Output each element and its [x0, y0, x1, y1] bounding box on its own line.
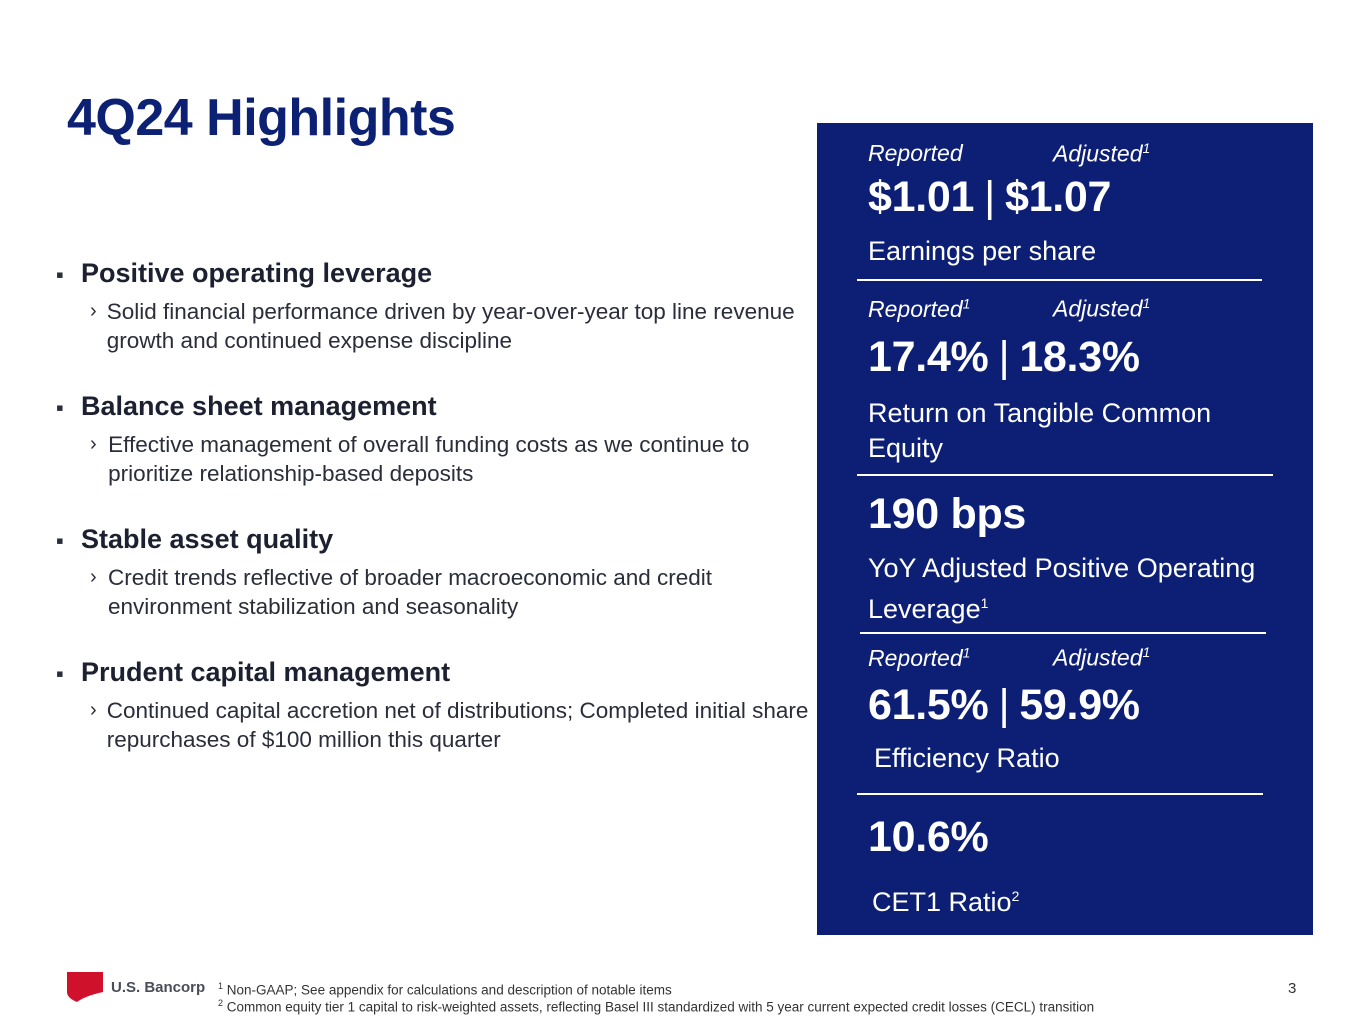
- page-number: 3: [1288, 980, 1297, 997]
- footnote-2: 2 Common equity tier 1 capital to risk-w…: [218, 998, 1095, 1015]
- bullet-detail: Effective management of overall funding …: [108, 432, 750, 486]
- bullet-title: Stable asset quality: [81, 524, 334, 554]
- bullet-title: Prudent capital management: [81, 657, 451, 687]
- reported-label: Reported: [868, 140, 963, 166]
- efficiency-values: 61.5% | 59.9%: [868, 681, 1140, 729]
- bullet-detail: Credit trends reflective of broader macr…: [108, 565, 713, 619]
- list-item: ▪ Positive operating leverage › Solid fi…: [56, 258, 816, 355]
- efficiency-adjusted-value: 59.9%: [1019, 681, 1140, 729]
- square-bullet-icon: ▪: [56, 395, 64, 420]
- leverage-value: 190 bps: [868, 490, 1027, 538]
- bullet-title: Balance sheet management: [81, 391, 437, 421]
- divider: [860, 632, 1266, 634]
- rotce-reported-value: 17.4%: [868, 333, 989, 381]
- chevron-right-icon: ›: [90, 433, 97, 455]
- shield-logo-icon: [67, 972, 103, 1002]
- rotce-labels: Reported1 Adjusted1: [868, 295, 1150, 323]
- bullet-detail: Solid financial performance driven by ye…: [106, 299, 795, 353]
- reported-label: Reported1: [868, 644, 971, 671]
- eps-values: $1.01 | $1.07: [868, 173, 1112, 221]
- eps-labels: Reported Adjusted1: [868, 140, 1150, 167]
- divider: [857, 793, 1263, 795]
- list-item: ▪ Prudent capital management › Continued…: [56, 657, 816, 754]
- rotce-description: Return on Tangible Common Equity: [868, 398, 1212, 463]
- square-bullet-icon: ▪: [56, 262, 64, 287]
- chevron-right-icon: ›: [90, 699, 97, 721]
- efficiency-description: Efficiency Ratio: [874, 743, 1060, 773]
- chevron-right-icon: ›: [90, 300, 97, 322]
- chevron-right-icon: ›: [90, 566, 97, 588]
- bullet-title: Positive operating leverage: [81, 258, 433, 288]
- divider: [857, 474, 1273, 476]
- rotce-adjusted-value: 18.3%: [1019, 333, 1140, 381]
- metrics-panel: Reported Adjusted1 $1.01 | $1.07 Earnings …: [817, 123, 1313, 935]
- cet1-value: 10.6%: [868, 813, 989, 861]
- square-bullet-icon: ▪: [56, 528, 64, 553]
- footnote-1: 1 Non-GAAP; See appendix for calculation…: [218, 981, 672, 998]
- logo-text: U.S. Bancorp: [111, 978, 206, 996]
- reported-label: Reported1: [868, 295, 971, 322]
- divider: [857, 279, 1262, 281]
- cet1-description: CET1 Ratio2: [872, 887, 1020, 917]
- eps-description: Earnings per share: [868, 236, 1097, 266]
- eps-reported-value: $1.01: [868, 173, 975, 221]
- efficiency-labels: Reported1 Adjusted1: [868, 644, 1150, 672]
- eps-adjusted-value: $1.07: [1004, 173, 1112, 221]
- efficiency-reported-value: 61.5%: [868, 681, 989, 729]
- list-item: ▪ Balance sheet management › Effective m…: [56, 391, 816, 488]
- adjusted-label: Adjusted1: [1053, 140, 1151, 167]
- square-bullet-icon: ▪: [56, 661, 64, 686]
- rotce-values: 17.4% | 18.3%: [868, 333, 1140, 381]
- adjusted-label: Adjusted1: [1053, 644, 1151, 671]
- adjusted-label: Adjusted1: [1053, 295, 1151, 322]
- company-logo: U.S. Bancorp: [67, 972, 205, 1002]
- highlights-list: ▪ Positive operating leverage › Solid fi…: [56, 258, 816, 790]
- page-title: 4Q24 Highlights: [67, 89, 456, 147]
- leverage-description: YoY Adjusted Positive Operating Leverage…: [868, 553, 1256, 624]
- bullet-detail: Continued capital accretion net of distr…: [106, 698, 809, 752]
- list-item: ▪ Stable asset quality › Credit trends r…: [56, 524, 816, 621]
